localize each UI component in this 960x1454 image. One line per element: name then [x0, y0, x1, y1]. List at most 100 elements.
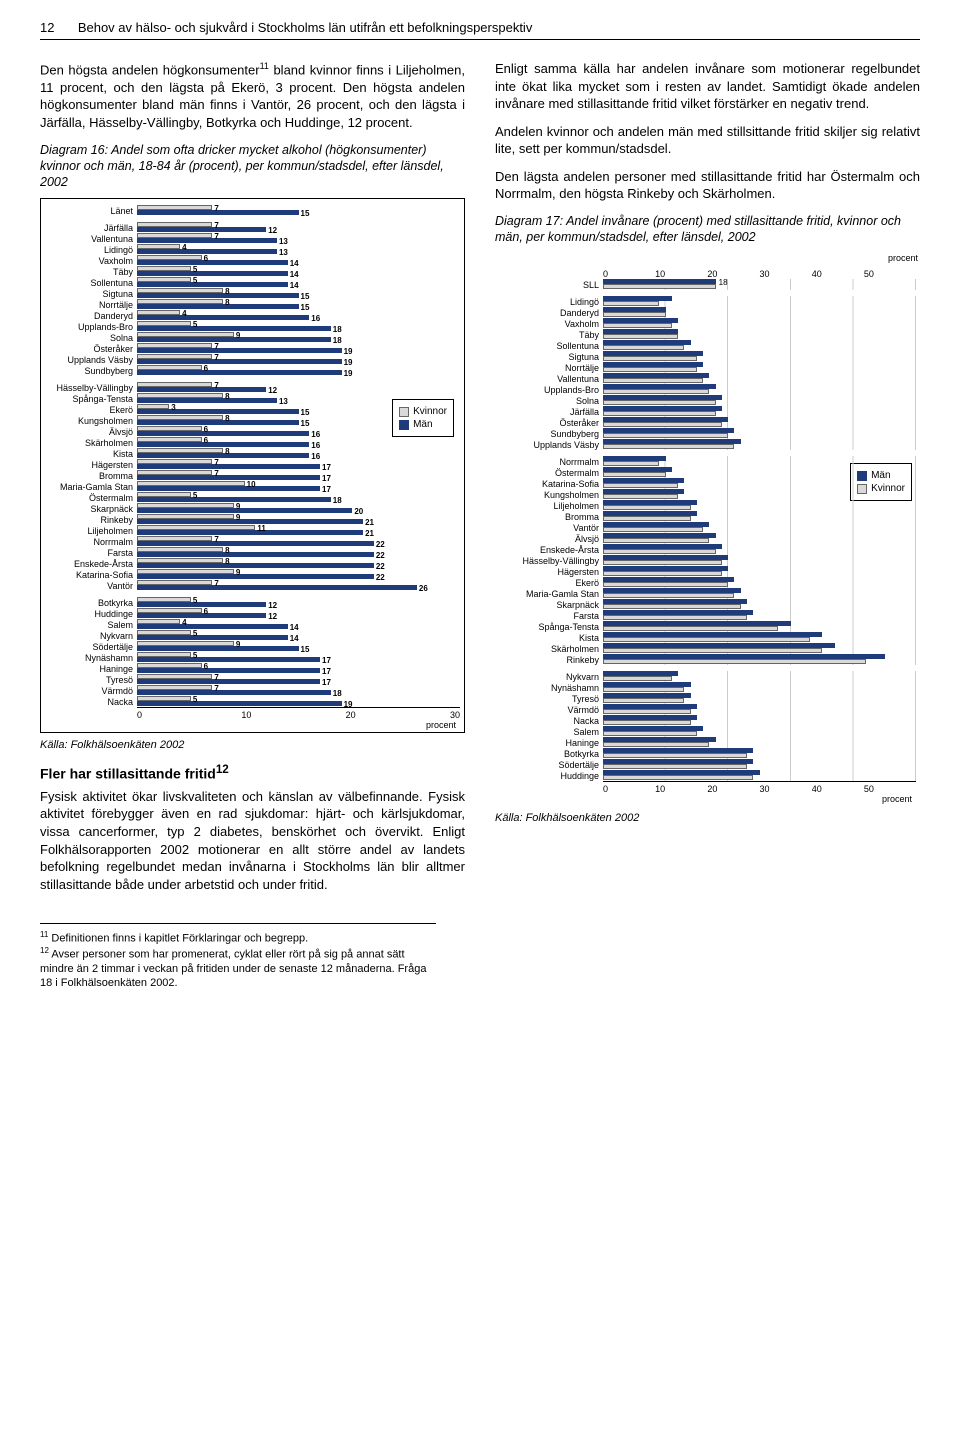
- chart17-label: Nynäshamn: [499, 683, 603, 693]
- chart16-label: Sundbyberg: [45, 366, 137, 376]
- chart17-label: Vallentuna: [499, 374, 603, 384]
- footnote-ref-12: 12: [216, 763, 229, 776]
- chart17-row: Enskede-Årsta: [499, 544, 916, 555]
- chart16-label: Nynäshamn: [45, 653, 137, 663]
- chart17-label: Sollentuna: [499, 341, 603, 351]
- chart16-row: Norrtälje815: [45, 299, 460, 310]
- chart16-row: Östermalm518: [45, 492, 460, 503]
- chart16-label: Täby: [45, 267, 137, 277]
- chart16-row: Upplands-Bro518: [45, 321, 460, 332]
- chart17-row: Salem: [499, 726, 916, 737]
- chart17-row: Täby: [499, 329, 916, 340]
- left-para-1a: Den högsta andelen högkonsumenter: [40, 62, 260, 77]
- chart17-row: Botkyrka: [499, 748, 916, 759]
- page-header: 12 Behov av hälso- och sjukvård i Stockh…: [40, 20, 920, 40]
- left-para-1: Den högsta andelen högkonsumenter11 blan…: [40, 60, 465, 132]
- chart16-label: Älvsjö: [45, 427, 137, 437]
- page-number: 12: [40, 20, 54, 35]
- chart16-label: Enskede-Årsta: [45, 559, 137, 569]
- chart17-label: Östermalm: [499, 468, 603, 478]
- chart17-label: Vantör: [499, 523, 603, 533]
- chart16-label: Farsta: [45, 548, 137, 558]
- diagram-16-axis-label: procent: [45, 720, 456, 730]
- chart17-row: Sollentuna: [499, 340, 916, 351]
- chart17-row: Maria-Gamla Stan: [499, 588, 916, 599]
- chart16-label: Östermalm: [45, 493, 137, 503]
- diagram-16-source: Källa: Folkhälsoenkäten 2002: [40, 739, 465, 751]
- chart16-label: Kista: [45, 449, 137, 459]
- chart17-label: Salem: [499, 727, 603, 737]
- chart17-row: Vallentuna: [499, 373, 916, 384]
- chart16-row: Järfälla712: [45, 222, 460, 233]
- chart16-label: Hässelby-Vällingby: [45, 383, 137, 393]
- chart16-row: Tyresö717: [45, 674, 460, 685]
- diagram-17-source: Källa: Folkhälsoenkäten 2002: [495, 812, 920, 824]
- chart17-row: Spånga-Tensta: [499, 621, 916, 632]
- chart17-label: Sundbyberg: [499, 429, 603, 439]
- diagram-17: 01020304050 Män Kvinnor SLL18LidingöDand…: [495, 263, 920, 806]
- chart16-label: Rinkeby: [45, 515, 137, 525]
- chart17-row: Norrmalm: [499, 456, 916, 467]
- chart17-label: Botkyrka: [499, 749, 603, 759]
- chart17-row: Huddinge: [499, 770, 916, 781]
- chart17-row: Värmdö: [499, 704, 916, 715]
- chart17-label: Upplands-Bro: [499, 385, 603, 395]
- diagram-17-caption: Diagram 17: Andel invånare (procent) med…: [495, 213, 920, 246]
- chart16-label: Vallentuna: [45, 234, 137, 244]
- chart17-label: Skarpnäck: [499, 600, 603, 610]
- chart17-label: Ekerö: [499, 578, 603, 588]
- chart16-row: Danderyd416: [45, 310, 460, 321]
- chart16-label: Vaxholm: [45, 256, 137, 266]
- chart17-label: Älvsjö: [499, 534, 603, 544]
- chart16-row: Nykvarn514: [45, 630, 460, 641]
- chart17-row: Östermalm: [499, 467, 916, 478]
- chart16-row: Rinkeby921: [45, 514, 460, 525]
- chart16-row: Botkyrka512: [45, 597, 460, 608]
- footnotes: 11 Definitionen finns i kapitlet Förklar…: [40, 923, 436, 991]
- chart17-label: Täby: [499, 330, 603, 340]
- chart16-label: Norrmalm: [45, 537, 137, 547]
- chart16-label: Upplands Väsby: [45, 355, 137, 365]
- chart17-row: Ekerö: [499, 577, 916, 588]
- chart16-label: Sollentuna: [45, 278, 137, 288]
- chart16-label: Bromma: [45, 471, 137, 481]
- chart16-label: Upplands-Bro: [45, 322, 137, 332]
- left-column: Den högsta andelen högkonsumenter11 blan…: [40, 60, 465, 903]
- chart17-row: Rinkeby: [499, 654, 916, 665]
- chart16-row: Spånga-Tensta813: [45, 393, 460, 404]
- chart16-row: Skarpnäck920: [45, 503, 460, 514]
- chart17-row: Solna: [499, 395, 916, 406]
- chart16-row: Skärholmen616: [45, 437, 460, 448]
- chart16-label: Hägersten: [45, 460, 137, 470]
- chart16-row: Solna918: [45, 332, 460, 343]
- chart16-row: Enskede-Årsta822: [45, 558, 460, 569]
- chart16-label: Ekerö: [45, 405, 137, 415]
- chart16-label: Skarpnäck: [45, 504, 137, 514]
- chart17-row: Järfälla: [499, 406, 916, 417]
- chart17-row: Norrtälje: [499, 362, 916, 373]
- chart16-label: Kungsholmen: [45, 416, 137, 426]
- chart16-row: Salem414: [45, 619, 460, 630]
- chart16-row: Värmdö718: [45, 685, 460, 696]
- chart17-row: Tyresö: [499, 693, 916, 704]
- chart16-label: Sigtuna: [45, 289, 137, 299]
- chart16-label: Liljeholmen: [45, 526, 137, 536]
- chart16-row: Upplands Väsby719: [45, 354, 460, 365]
- chart16-row: Huddinge612: [45, 608, 460, 619]
- chart17-label: Nacka: [499, 716, 603, 726]
- chart16-label: Maria-Gamla Stan: [45, 482, 137, 492]
- chart17-label: Sigtuna: [499, 352, 603, 362]
- chart17-row: Sundbyberg: [499, 428, 916, 439]
- chart17-row: Liljeholmen: [499, 500, 916, 511]
- chart16-row: Norrmalm722: [45, 536, 460, 547]
- diagram-16: Kvinnor Män Länet715Järfälla712Vallentun…: [40, 198, 465, 733]
- chart16-label: Haninge: [45, 664, 137, 674]
- chart17-row: Haninge: [499, 737, 916, 748]
- chart17-row: Skärholmen: [499, 643, 916, 654]
- chart16-row: Vallentuna713: [45, 233, 460, 244]
- chart16-label: Skärholmen: [45, 438, 137, 448]
- chart16-label: Huddinge: [45, 609, 137, 619]
- chart16-label: Vantör: [45, 581, 137, 591]
- chart16-label: Järfälla: [45, 223, 137, 233]
- chart17-label: Värmdö: [499, 705, 603, 715]
